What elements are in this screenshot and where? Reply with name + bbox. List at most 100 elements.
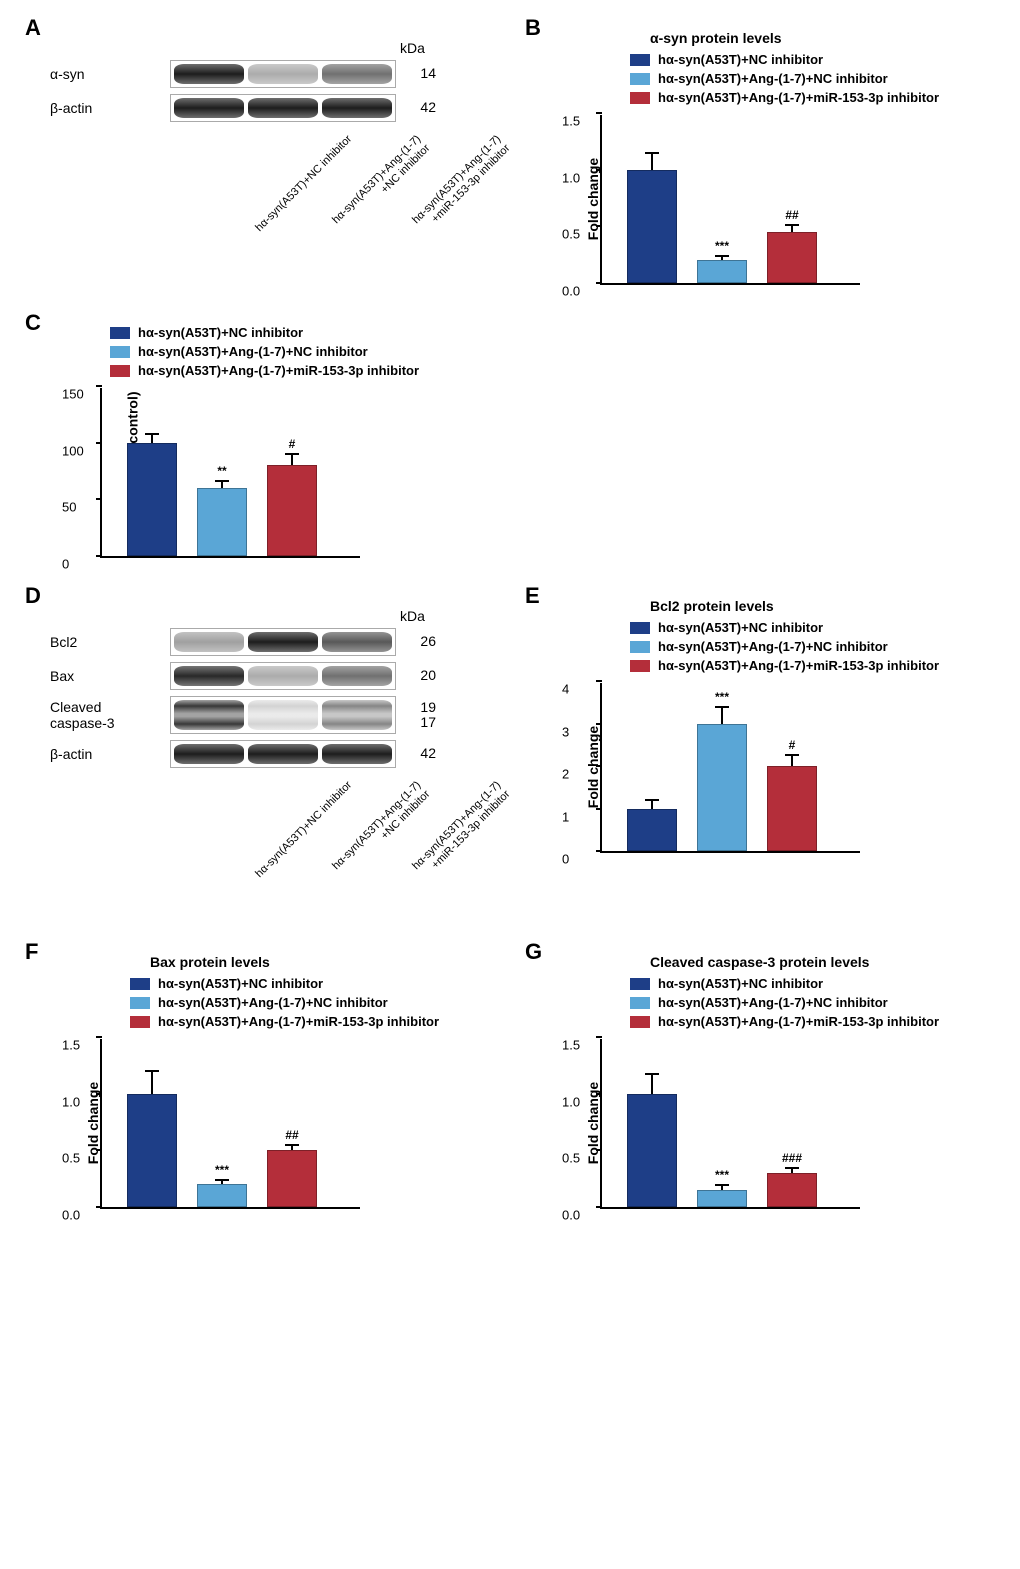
bar: [627, 809, 677, 852]
bar: [197, 1184, 247, 1207]
bar: [127, 1094, 177, 1207]
bar: [127, 443, 177, 556]
legend-text: hα-syn(A53T)+NC inhibitor: [658, 620, 823, 635]
blot-band: [248, 632, 318, 652]
blot-band: [174, 666, 244, 686]
legend-f: hα-syn(A53T)+NC inhibitor hα-syn(A53T)+An…: [130, 976, 490, 1029]
bar: [197, 488, 247, 556]
legend-b: hα-syn(A53T)+NC inhibitor hα-syn(A53T)+An…: [630, 52, 990, 105]
chart-title-e: Bcl2 protein levels: [650, 598, 990, 614]
y-tick: 3: [562, 724, 569, 739]
panel-g: G Cleaved caspase-3 protein levels hα-sy…: [530, 944, 990, 1209]
error-cap: [715, 706, 729, 708]
error-cap: [145, 433, 159, 435]
blot-band: [322, 744, 392, 764]
barchart-b: Fold change0.00.51.01.5***##: [600, 115, 990, 285]
y-tick: 0.5: [562, 1151, 580, 1166]
blot-rows-a: α-syn14 β-actin42: [50, 60, 490, 122]
blot-protein-label: α-syn: [50, 66, 170, 82]
panel-label-f: F: [25, 939, 38, 965]
legend-swatch: [130, 1016, 150, 1028]
legend-text: hα-syn(A53T)+NC inhibitor: [138, 325, 303, 340]
error-cap: [215, 480, 229, 482]
legend-item: hα-syn(A53T)+Ang-(1-7)+NC inhibitor: [130, 995, 490, 1010]
legend-swatch: [630, 54, 650, 66]
blot-lane-labels-d: hα-syn(A53T)+NC inhibitor hα-syn(A53T)+A…: [50, 774, 490, 914]
blot-row: Cleaved caspase-319 17: [50, 696, 490, 734]
blot-row: Bcl226: [50, 628, 490, 656]
legend-c: hα-syn(A53T)+NC inhibitor hα-syn(A53T)+An…: [110, 325, 490, 378]
y-tick: 0.0: [562, 284, 580, 299]
error-bar: [651, 1074, 653, 1093]
blot-bands: [170, 662, 396, 690]
blot-protein-label: β-actin: [50, 746, 170, 762]
legend-text: hα-syn(A53T)+Ang-(1-7)+miR-153-3p inhibi…: [658, 658, 939, 673]
y-tick: 4: [562, 682, 569, 697]
blot-band: [322, 632, 392, 652]
error-cap: [285, 453, 299, 455]
panel-label-e: E: [525, 583, 540, 609]
error-cap: [785, 754, 799, 756]
error-cap: [785, 224, 799, 226]
blot-row: β-actin42: [50, 94, 490, 122]
significance-marker: ##: [785, 208, 798, 222]
significance-marker: ##: [285, 1128, 298, 1142]
significance-marker: #: [289, 437, 296, 451]
blot-band: [248, 64, 318, 84]
blot-band: [248, 98, 318, 118]
blot-band: [248, 666, 318, 686]
significance-marker: ***: [215, 1163, 229, 1177]
error-cap: [715, 1184, 729, 1186]
legend-swatch: [130, 978, 150, 990]
significance-marker: ***: [715, 239, 729, 253]
panel-label-c: C: [25, 310, 41, 336]
bar: [697, 260, 747, 283]
y-tick: 0: [562, 852, 569, 867]
bar: [697, 1190, 747, 1207]
blot-bands: [170, 740, 396, 768]
legend-text: hα-syn(A53T)+Ang-(1-7)+miR-153-3p inhibi…: [138, 363, 419, 378]
panel-c: C hα-syn(A53T)+NC inhibitorhα-syn(A53T)+…: [30, 315, 490, 558]
legend-text: hα-syn(A53T)+Ang-(1-7)+miR-153-3p inhibi…: [658, 1014, 939, 1029]
legend-text: hα-syn(A53T)+Ang-(1-7)+NC inhibitor: [658, 639, 888, 654]
y-tick: 1.0: [562, 1094, 580, 1109]
error-bar: [651, 153, 653, 170]
plot-area: Fold change0.00.51.01.5***###: [600, 1039, 860, 1209]
blot-bands: [170, 94, 396, 122]
error-bar: [221, 481, 223, 488]
legend-swatch: [110, 346, 130, 358]
legend-text: hα-syn(A53T)+Ang-(1-7)+NC inhibitor: [658, 995, 888, 1010]
panel-label-a: A: [25, 15, 41, 41]
significance-marker: ***: [715, 690, 729, 704]
legend-item: hα-syn(A53T)+Ang-(1-7)+miR-153-3p inhibi…: [630, 658, 990, 673]
legend-item: hα-syn(A53T)+NC inhibitor: [630, 976, 990, 991]
y-tick: 2: [562, 767, 569, 782]
legend-text: hα-syn(A53T)+Ang-(1-7)+miR-153-3p inhibi…: [158, 1014, 439, 1029]
blot-band: [322, 98, 392, 118]
legend-text: hα-syn(A53T)+Ang-(1-7)+NC inhibitor: [138, 344, 368, 359]
legend-swatch: [630, 641, 650, 653]
legend-swatch: [630, 622, 650, 634]
y-tick: 0: [62, 557, 69, 572]
error-cap: [645, 152, 659, 154]
blot-kda: 19 17: [396, 700, 436, 731]
legend-item: hα-syn(A53T)+Ang-(1-7)+NC inhibitor: [110, 344, 490, 359]
bar: [767, 232, 817, 283]
error-cap: [215, 1179, 229, 1181]
legend-item: hα-syn(A53T)+NC inhibitor: [630, 620, 990, 635]
barchart-c: LDH leakage (% control)050100150**#: [100, 388, 490, 558]
blot-band: [174, 744, 244, 764]
blot-band: [174, 700, 244, 730]
error-cap: [785, 1167, 799, 1169]
legend-text: hα-syn(A53T)+Ang-(1-7)+NC inhibitor: [658, 71, 888, 86]
legend-item: hα-syn(A53T)+NC inhibitor: [130, 976, 490, 991]
blot-row: α-syn14: [50, 60, 490, 88]
legend-text: hα-syn(A53T)+NC inhibitor: [658, 976, 823, 991]
legend-item: hα-syn(A53T)+NC inhibitor: [630, 52, 990, 67]
kda-header-a: kDa: [400, 40, 490, 56]
y-axis-label: Fold change: [585, 726, 601, 808]
error-cap: [715, 255, 729, 257]
legend-item: hα-syn(A53T)+Ang-(1-7)+NC inhibitor: [630, 995, 990, 1010]
legend-text: hα-syn(A53T)+NC inhibitor: [658, 52, 823, 67]
panel-b: B α-syn protein levels hα-syn(A53T)+NC i…: [530, 20, 990, 285]
